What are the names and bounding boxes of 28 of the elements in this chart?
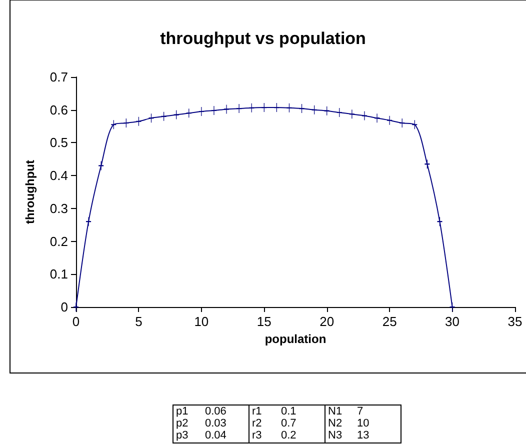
text: p2 0.03 (176, 418, 226, 430)
text: r3 0.2 (252, 430, 296, 442)
x-tick-label: 0 (72, 314, 80, 329)
x-tick-label: 15 (256, 314, 272, 329)
x-tick-label: 20 (320, 314, 334, 329)
text: p3 0.04 (176, 430, 226, 442)
y-axis-title: throughput (23, 160, 37, 224)
text: N2 10 (328, 418, 370, 430)
y-tick-label: 0.7 (50, 70, 68, 84)
y-tick-label: 0.4 (50, 168, 68, 184)
chart-title: throughput vs population (160, 29, 366, 48)
y-tick-label: 0.3 (50, 200, 68, 216)
x-tick-label: 5 (135, 314, 142, 329)
y-tick-label: 0.5 (50, 135, 68, 150)
x-tick-label: 25 (382, 314, 397, 329)
x-axis-title: population (264, 332, 326, 346)
text: N3 13 (328, 430, 370, 442)
text: r1 0.1 (252, 406, 296, 418)
y-tick-label: 0.1 (50, 266, 68, 282)
x-tick-label: 35 (508, 314, 522, 329)
y-tick-label: 0.6 (50, 102, 68, 118)
y-tick-label: 0 (60, 300, 68, 314)
text: p1 0.06 (176, 406, 226, 418)
x-tick-label: 30 (445, 314, 460, 329)
text: r2 0.7 (252, 418, 296, 430)
y-tick-label: 0.2 (50, 234, 68, 249)
text: N1 7 (328, 406, 364, 418)
x-tick-label: 10 (194, 314, 209, 329)
